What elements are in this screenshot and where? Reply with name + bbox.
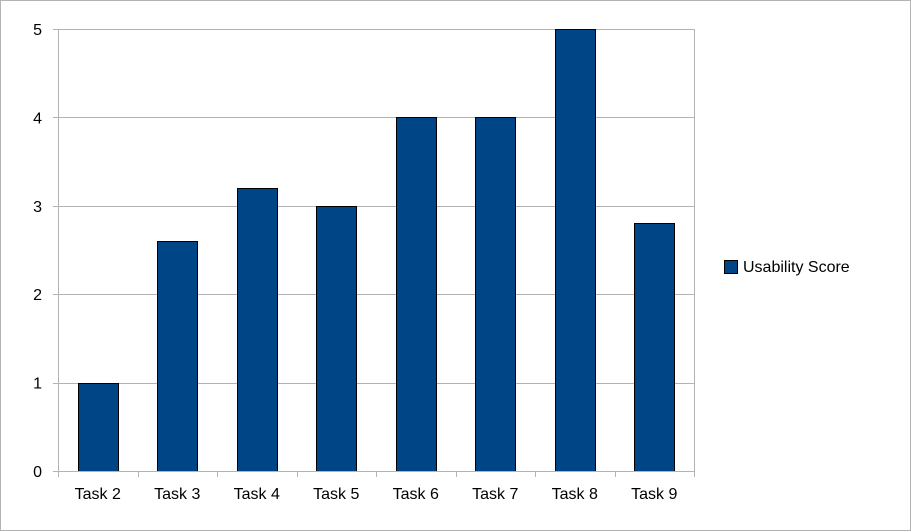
bar-task-3 [157, 241, 198, 472]
x-tick-label: Task 9 [631, 486, 677, 503]
bar-task-5 [316, 206, 357, 472]
bar-task-4 [237, 188, 278, 472]
x-tick-label: Task 6 [393, 486, 439, 503]
legend-swatch [724, 260, 738, 274]
y-tick-labels: 0 1 2 3 4 5 [33, 22, 42, 481]
x-tick-labels: Task 2 Task 3 Task 4 Task 5 Task 6 Task 7 Task… [75, 486, 678, 503]
bar-task-2 [78, 383, 119, 472]
y-tick-label: 0 [33, 464, 42, 481]
x-tick-label: Task 2 [75, 486, 121, 503]
x-tick-label: Task 5 [313, 486, 359, 503]
y-tick-label: 5 [33, 22, 42, 39]
x-tick-label: Task 4 [234, 486, 280, 503]
bar-task-8 [555, 29, 596, 472]
axes [53, 29, 695, 477]
bar-task-7 [475, 117, 516, 472]
y-tick-label: 1 [33, 376, 42, 393]
y-tick-label: 4 [33, 110, 42, 127]
bars [78, 29, 675, 472]
x-tick-label: Task 8 [552, 486, 598, 503]
bar-task-6 [396, 117, 437, 472]
bar-task-9 [634, 223, 675, 472]
legend-label: Usability Score [743, 259, 850, 276]
x-tick-label: Task 7 [472, 486, 518, 503]
x-tick-label: Task 3 [154, 486, 200, 503]
gridlines [58, 29, 694, 472]
legend: Usability Score [724, 259, 850, 276]
y-tick-label: 2 [33, 287, 42, 304]
y-tick-label: 3 [33, 199, 42, 216]
